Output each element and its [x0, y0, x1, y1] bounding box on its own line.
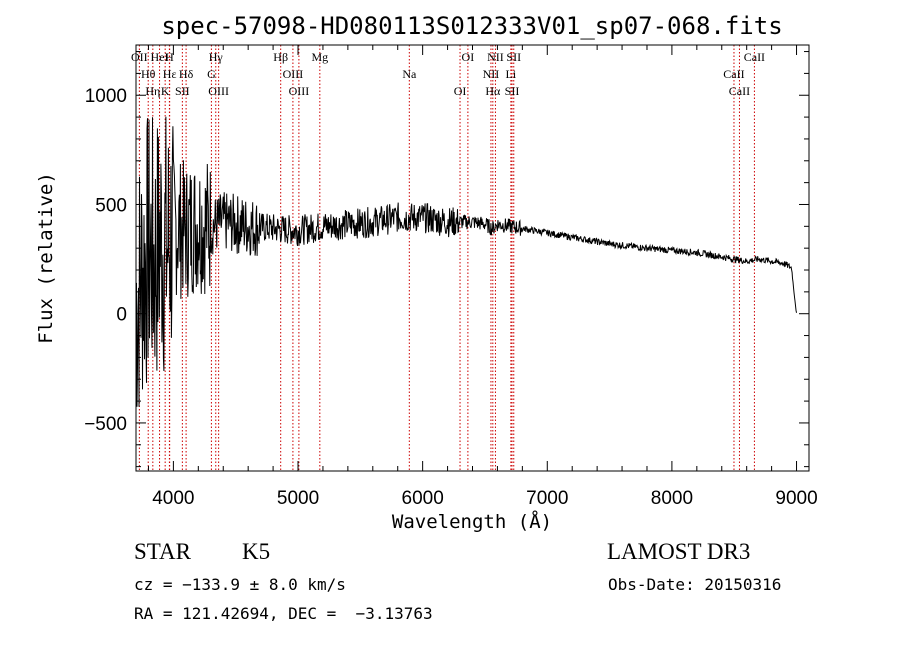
spectral-line-label: H: [165, 50, 174, 64]
spectral-line-label: CaII: [744, 50, 765, 64]
chart-title: spec-57098-HD080113S012333V01_sp07-068.f…: [161, 12, 782, 40]
x-tick-label: 6000: [402, 488, 444, 509]
spectral-line-markers: [138, 45, 755, 471]
object-subclass: K5: [242, 539, 271, 564]
spectral-line-label: OI: [454, 84, 467, 98]
spectral-line-label: Hε: [163, 67, 177, 81]
spectral-line-label: Hδ: [179, 67, 194, 81]
spectral-line-label: OIII: [208, 84, 229, 98]
spectral-line-label: K: [161, 84, 170, 98]
spectral-line-label: OIII: [283, 67, 304, 81]
y-axis-label: Flux (relative): [35, 172, 57, 344]
plot-frame: [135, 44, 810, 472]
spectral-line-label: G: [207, 67, 216, 81]
spectral-line-label: SII: [505, 84, 520, 98]
spectral-line-label: Hβ: [273, 50, 288, 64]
spectral-line-label: Hγ: [209, 50, 224, 64]
spectral-line-label: HeI: [151, 50, 169, 64]
y-tick-label: −500: [84, 414, 127, 435]
x-axis-label: Wavelength (Å): [392, 510, 552, 533]
spectral-line-label: NII: [483, 67, 500, 81]
spectral-line-label: Na: [402, 67, 417, 81]
spectral-line-label: OII: [131, 50, 148, 64]
spectral-line-label: Hθ: [141, 67, 156, 81]
spectral-line-label: CaII: [723, 67, 744, 81]
spectral-line-labels: OII Hθ Hη HeI Hε K H Hδ SII Hγ G OIII Hβ OIII OIII Mg Na…: [131, 50, 765, 98]
x-tick-label: 8000: [651, 488, 693, 509]
spectral-line-label: Mg: [311, 50, 328, 64]
x-tick-label: 9000: [775, 488, 817, 509]
spectral-line-label: NII: [487, 50, 504, 64]
spectral-line-label: Li: [506, 67, 517, 81]
x-tick-label: 4000: [152, 488, 194, 509]
spectral-line-label: SII: [506, 50, 521, 64]
survey-name: LAMOST DR3: [607, 539, 751, 564]
x-tick-label: 5000: [277, 488, 319, 509]
x-tick-label: 7000: [526, 488, 568, 509]
spectral-line-label: SII: [175, 84, 190, 98]
y-tick-label: 1000: [85, 86, 127, 107]
y-tick-label: 0: [116, 305, 127, 326]
redshift-velocity: cz = −133.9 ± 8.0 km/s: [134, 575, 346, 594]
spectral-line-label: OI: [462, 50, 475, 64]
y-axis-ticks: −500 0 500 1000: [84, 51, 809, 468]
spectral-line-label: Hα: [485, 84, 501, 98]
spectral-line-label: CaII: [729, 84, 750, 98]
spectral-line-label: Hη: [145, 84, 160, 98]
flux-series-line: [135, 116, 797, 407]
x-axis-ticks: 4000 5000 6000 7000 8000 9000: [147, 45, 818, 509]
observation-date: Obs-Date: 20150316: [608, 575, 782, 594]
spectral-line-label: OIII: [289, 84, 310, 98]
sky-coordinates: RA = 121.42694, DEC = −3.13763: [134, 604, 433, 623]
object-type: STAR: [134, 539, 191, 564]
y-tick-label: 500: [95, 195, 127, 216]
